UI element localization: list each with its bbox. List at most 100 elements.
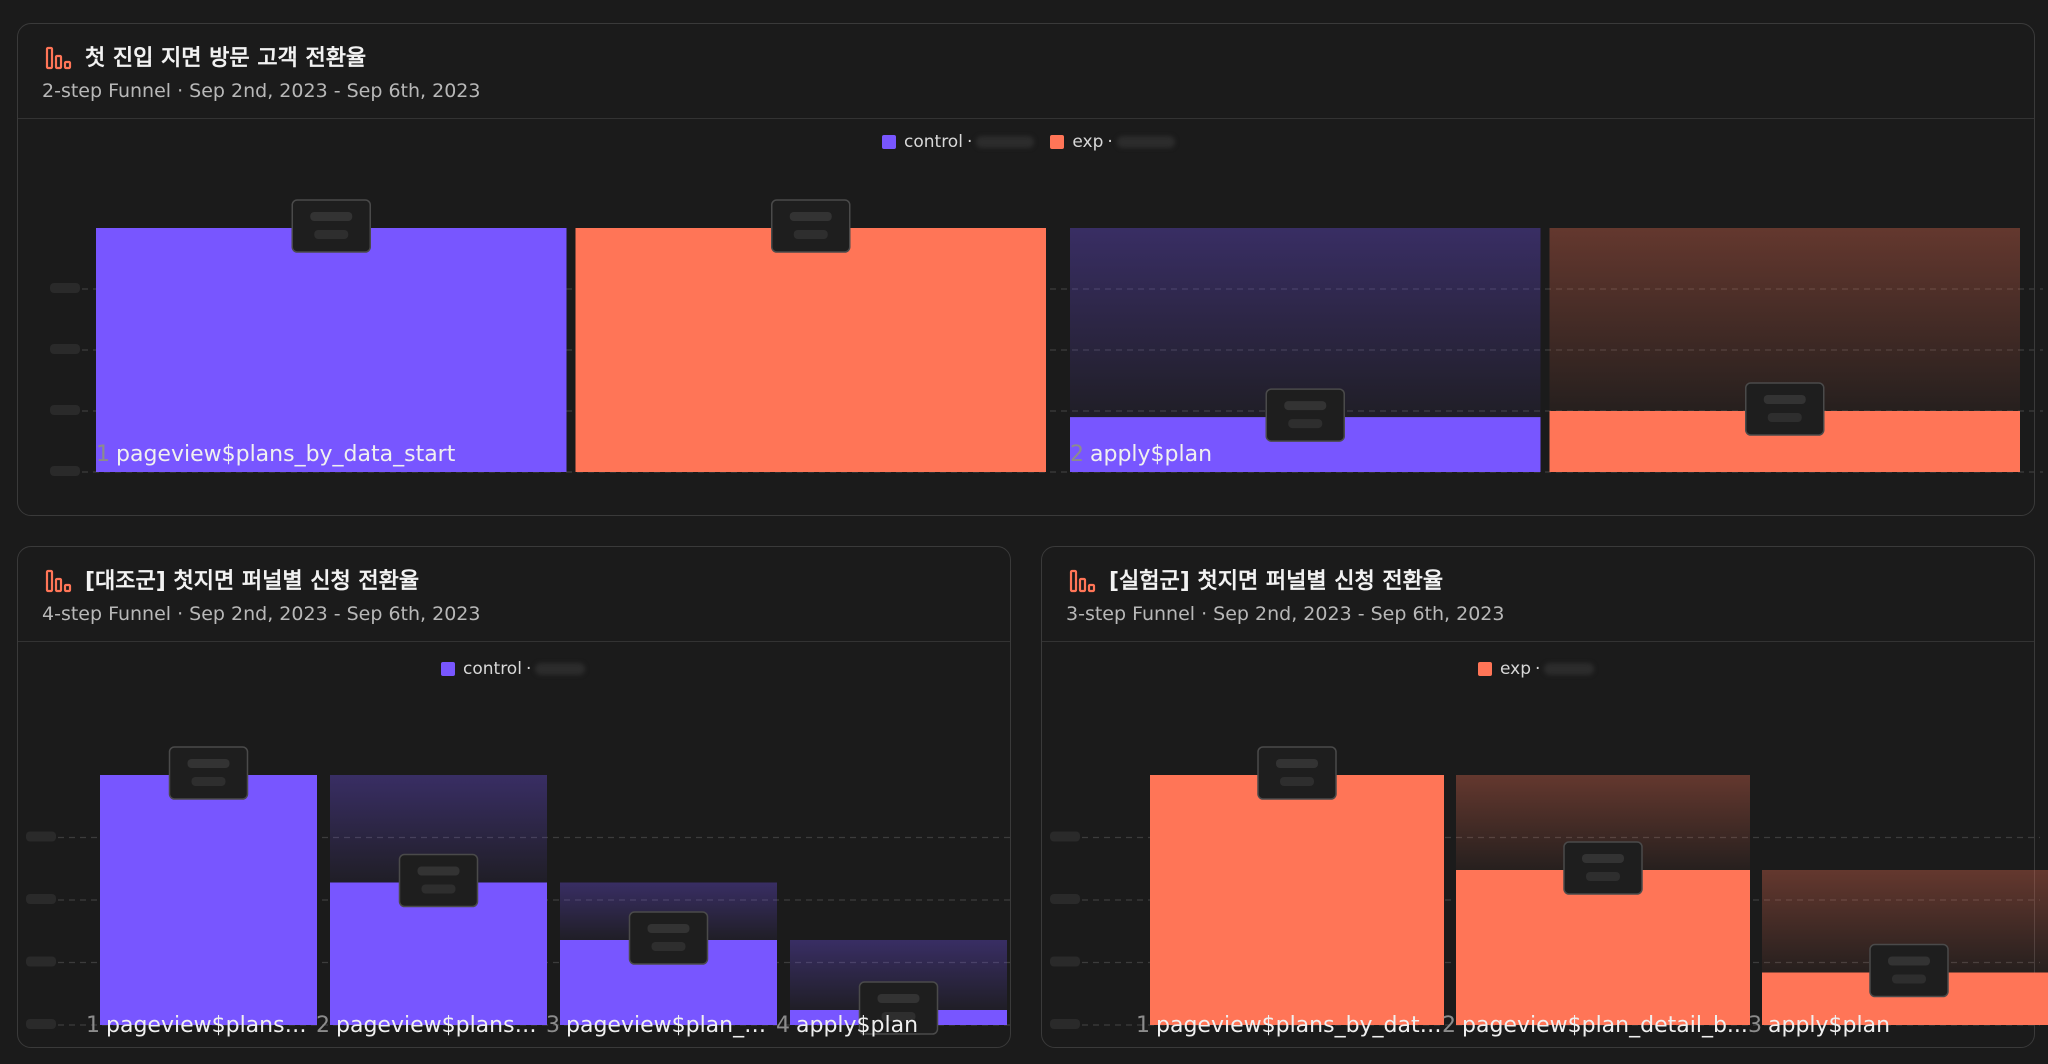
redacted-value <box>191 777 226 786</box>
step-event-name: pageview$plan_d... <box>566 1013 775 1038</box>
step-number: 4 <box>776 1013 790 1038</box>
dropoff-bar[interactable] <box>1549 228 2021 411</box>
value-badge <box>1869 943 1949 998</box>
funnel-chart: 1 pageview$plans_by_data_start 2 apply$plan <box>50 174 2043 476</box>
value-badge <box>168 746 249 800</box>
redacted-axis-tick <box>50 466 80 476</box>
step-number: 1 <box>1136 1013 1150 1038</box>
step-number: 3 <box>1748 1013 1762 1038</box>
funnel-panel-overall: 첫 진입 지면 방문 고객 전환율 2-step Funnel · Sep 2n… <box>17 23 2043 516</box>
redacted-value <box>1288 419 1323 429</box>
funnel-bar[interactable] <box>1150 775 1444 1025</box>
funnel-bar[interactable] <box>96 228 567 472</box>
redacted-value <box>1888 956 1930 966</box>
legend-swatch-control <box>882 135 896 149</box>
chart-svg <box>1050 746 2048 1029</box>
redacted-value <box>976 136 1035 148</box>
redacted-value <box>1276 759 1318 768</box>
panel-title[interactable]: [대조군] 첫지면 퍼널별 신청 전환율 <box>85 569 420 594</box>
funnel-chart-icon <box>45 569 72 593</box>
legend-swatch-exp <box>1478 662 1492 676</box>
value-badge <box>398 853 479 908</box>
redacted-value <box>789 212 832 221</box>
legend-label: control <box>463 659 522 679</box>
step-event-name: apply$plan <box>796 1013 919 1038</box>
step-label[interactable]: 1 pageview$plans_by_data... <box>1136 1013 1442 1038</box>
redacted-value <box>647 924 690 933</box>
redacted-value <box>1767 413 1802 422</box>
redacted-value <box>651 942 686 951</box>
step-label[interactable]: 2 apply$plan <box>1070 442 1530 467</box>
step-number: 1 <box>96 442 110 467</box>
redacted-value <box>1284 401 1327 411</box>
redacted-value <box>314 230 349 239</box>
value-badge <box>1265 388 1345 442</box>
redacted-value <box>1116 136 1175 148</box>
redacted-axis-tick <box>50 344 80 354</box>
step-event-name: pageview$plan_detail_b... <box>1462 1013 1748 1038</box>
redacted-value <box>881 1012 916 1021</box>
funnel-bar[interactable] <box>1456 870 1750 1025</box>
step-number: 1 <box>86 1013 100 1038</box>
panel-header: [실험군] 첫지면 퍼널별 신청 전환율 3-step Funnel · Sep… <box>1042 547 2034 642</box>
dropoff-bar[interactable] <box>1070 228 1541 418</box>
step-label[interactable]: 2 pageview$plans_... <box>316 1013 545 1038</box>
step-label[interactable]: 3 pageview$plan_d... <box>546 1013 775 1038</box>
redacted-axis-tick <box>1050 956 1080 967</box>
redacted-value <box>417 866 460 876</box>
redacted-value <box>187 759 230 768</box>
step-event-name: pageview$plans_by_data... <box>1156 1013 1442 1038</box>
panel-title[interactable]: 첫 진입 지면 방문 고객 전환율 <box>85 46 367 71</box>
funnel-chart: 1 pageview$plans_by_data... 2 pageview$plan… <box>1050 707 2048 1043</box>
chart-legend: exp · <box>1478 658 1610 680</box>
redacted-axis-tick <box>26 956 56 967</box>
value-badge <box>771 199 851 253</box>
funnel-bar[interactable] <box>575 228 1047 472</box>
value-badge <box>628 911 709 965</box>
funnel-bar[interactable] <box>100 775 317 1025</box>
funnel-chart-icon <box>1069 569 1096 593</box>
redacted-value <box>877 994 920 1003</box>
redacted-value <box>310 212 353 221</box>
redacted-value <box>793 230 828 239</box>
value-badge <box>1257 746 1337 800</box>
legend-swatch-control <box>441 662 455 676</box>
redacted-axis-tick <box>50 405 80 415</box>
legend-item-exp[interactable]: exp · <box>1050 132 1175 152</box>
step-label[interactable]: 1 pageview$plans_by_data_start <box>96 442 556 467</box>
step-event-name: pageview$plans_... <box>336 1013 545 1038</box>
redacted-value <box>421 884 456 894</box>
step-event-name: apply$plan <box>1768 1013 1891 1038</box>
legend-label: exp <box>1072 132 1104 152</box>
redacted-value <box>1280 777 1314 786</box>
step-label[interactable]: 3 apply$plan <box>1748 1013 2048 1038</box>
panel-header: [대조군] 첫지면 퍼널별 신청 전환율 4-step Funnel · Sep… <box>18 547 1010 642</box>
step-number: 2 <box>316 1013 330 1038</box>
panel-subtitle: 4-step Funnel · Sep 2nd, 2023 - Sep 6th,… <box>42 603 481 625</box>
chart-svg <box>50 199 2043 476</box>
legend-label: control <box>904 132 963 152</box>
chart-legend: control · <box>441 658 601 680</box>
step-label[interactable]: 4 apply$plan <box>776 1013 1005 1038</box>
legend-label: exp <box>1500 659 1532 679</box>
step-label[interactable]: 1 pageview$plans_... <box>86 1013 315 1038</box>
panel-subtitle: 2-step Funnel · Sep 2nd, 2023 - Sep 6th,… <box>42 80 481 102</box>
step-label[interactable]: 2 pageview$plan_detail_b... <box>1442 1013 1748 1038</box>
redacted-axis-tick <box>50 283 80 293</box>
redacted-value <box>1582 854 1624 863</box>
legend-swatch-exp <box>1050 135 1065 149</box>
redacted-axis-tick <box>26 1019 56 1029</box>
step-number: 3 <box>546 1013 560 1038</box>
legend-item-control[interactable]: control · <box>882 132 1035 152</box>
legend-item-exp[interactable]: exp · <box>1478 659 1595 679</box>
funnel-chart-icon <box>45 46 72 70</box>
legend-item-control[interactable]: control · <box>441 659 586 679</box>
step-event-name: pageview$plans_... <box>106 1013 315 1038</box>
step-number: 2 <box>1442 1013 1456 1038</box>
panel-title[interactable]: [실험군] 첫지면 퍼널별 신청 전환율 <box>1109 569 1444 594</box>
redacted-axis-tick <box>1050 894 1080 904</box>
panel-subtitle: 3-step Funnel · Sep 2nd, 2023 - Sep 6th,… <box>1066 603 1505 625</box>
step-event-name: apply$plan <box>1090 442 1213 467</box>
redacted-value <box>1892 974 1926 984</box>
step-number: 2 <box>1070 442 1084 467</box>
